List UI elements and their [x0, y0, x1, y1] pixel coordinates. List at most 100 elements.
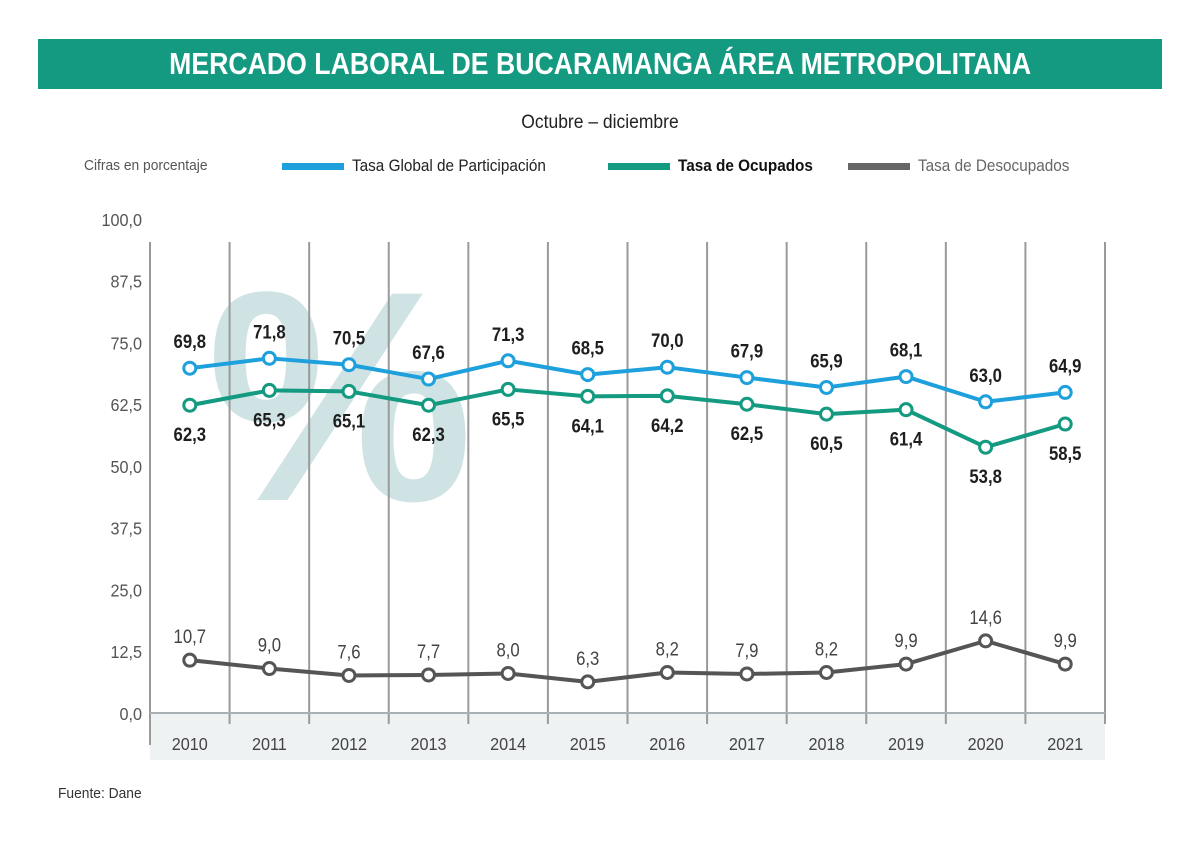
data-label-td: 7,6: [337, 641, 360, 662]
data-label-to: 62,5: [731, 423, 764, 444]
x-tick-label: 2013: [411, 734, 447, 754]
legend-item-td: Tasa de Desocupados: [848, 156, 1086, 176]
data-point-td: [261, 661, 277, 677]
series-line-to: [189, 387, 1066, 450]
data-point-td: [500, 665, 516, 681]
data-label-to: 62,3: [174, 424, 207, 445]
data-label-td: 9,9: [894, 630, 917, 651]
x-tick-label: 2021: [1047, 734, 1083, 754]
data-point-td: [182, 652, 198, 668]
data-point-td: [580, 674, 596, 690]
legend-label-tgp: Tasa Global de Participación: [352, 156, 546, 175]
x-axis-ticks: 2010 2011 2012 2013 2014 2015 2016 2017 2018 2019…: [172, 734, 1083, 754]
data-point-tgp: [978, 394, 994, 410]
data-point-tgp: [739, 370, 755, 386]
legend-item-tgp: Tasa Global de Participación: [282, 156, 567, 176]
data-point-td: [341, 667, 357, 683]
y-tick-label: 37,5: [110, 519, 142, 539]
series-line-tgp: [189, 356, 1066, 404]
data-point-tgp: [1057, 384, 1073, 400]
chart-title: MERCADO LABORAL DE BUCARAMANGA ÁREA METR…: [169, 46, 1031, 81]
y-tick-label: 12,5: [110, 642, 142, 662]
data-point-to: [659, 388, 675, 404]
x-tick-label: 2018: [808, 734, 844, 754]
units-note: Cifras en porcentaje: [84, 157, 208, 174]
y-tick-label: 50,0: [110, 457, 142, 477]
data-point-tgp: [182, 360, 198, 376]
y-tick-label: 87,5: [110, 272, 142, 292]
legend-label-to: Tasa de Ocupados: [678, 156, 813, 175]
x-tick-label: 2012: [331, 734, 367, 754]
data-label-td: 6,3: [576, 648, 599, 669]
legend-swatch-to: [608, 162, 670, 170]
legend-item-to: Tasa de Ocupados: [608, 156, 828, 176]
data-point-tgp: [261, 350, 277, 366]
data-point-to: [500, 381, 516, 397]
data-point-to: [421, 397, 437, 413]
data-point-to: [182, 397, 198, 413]
series-line-td: [189, 638, 1066, 684]
data-label-to: 61,4: [890, 429, 923, 450]
data-point-tgp: [500, 353, 516, 369]
series-to: 62,3 65,3 65,1 62,3 65,5 64,1 64,2 62,5 60,5 61,4…: [174, 381, 1082, 487]
data-label-to: 62,3: [412, 424, 445, 445]
data-point-to: [580, 388, 596, 404]
data-label-td: 8,0: [497, 639, 520, 660]
data-label-tgp: 71,3: [492, 324, 525, 345]
data-point-tgp: [898, 369, 914, 385]
data-label-tgp: 65,9: [810, 350, 843, 371]
data-point-td: [818, 664, 834, 680]
data-point-td: [421, 667, 437, 683]
data-point-tgp: [341, 357, 357, 373]
data-point-to: [341, 383, 357, 399]
data-label-to: 53,8: [969, 466, 1002, 487]
data-point-to: [739, 396, 755, 412]
y-axis-ticks: 0,0 12,5 25,0 37,5 50,0 62,5 75,0 87,5 100,0: [101, 210, 142, 724]
data-label-to: 58,5: [1049, 443, 1082, 464]
data-label-tgp: 64,9: [1049, 355, 1082, 376]
data-label-tgp: 67,6: [412, 342, 445, 363]
data-point-td: [739, 666, 755, 682]
y-tick-label: 62,5: [110, 395, 142, 415]
data-point-td: [1057, 656, 1073, 672]
data-label-tgp: 70,0: [651, 330, 684, 351]
data-label-tgp: 63,0: [969, 365, 1002, 386]
data-label-tgp: 69,8: [174, 331, 207, 352]
data-label-td: 7,9: [735, 640, 758, 661]
data-label-td: 14,6: [969, 607, 1002, 628]
x-tick-label: 2015: [570, 734, 606, 754]
y-tick-label: 25,0: [110, 581, 142, 601]
chart-subtitle: Octubre – diciembre: [521, 112, 679, 133]
data-label-to: 64,2: [651, 415, 684, 436]
gridlines: [149, 242, 1106, 745]
data-label-td: 8,2: [656, 639, 679, 660]
data-point-to: [261, 382, 277, 398]
data-label-to: 64,1: [571, 415, 604, 436]
percent-watermark: %: [207, 228, 474, 564]
data-point-to: [818, 406, 834, 422]
x-tick-label: 2011: [252, 734, 287, 754]
x-tick-label: 2014: [490, 734, 526, 754]
data-point-tgp: [818, 379, 834, 395]
data-label-td: 8,2: [815, 639, 838, 660]
series-tgp: 69,8 71,8 70,5 67,6 71,3 68,5 70,0 67,9 65,9 68,1…: [174, 321, 1082, 410]
data-label-tgp: 68,5: [571, 338, 604, 359]
x-tick-label: 2020: [968, 734, 1004, 754]
data-label-td: 9,0: [258, 635, 281, 656]
data-point-tgp: [421, 371, 437, 387]
y-tick-label: 100,0: [101, 210, 142, 230]
x-tick-label: 2010: [172, 734, 208, 754]
series: 69,8 71,8 70,5 67,6 71,3 68,5 70,0 67,9 65,9 68,1…: [174, 321, 1082, 690]
y-tick-label: 75,0: [110, 334, 142, 354]
data-label-tgp: 67,9: [731, 341, 764, 362]
series-td: 10,7 9,0 7,6 7,7 8,0 6,3 8,2 7,9 8,2 9,9 14,6 9,9: [174, 607, 1077, 690]
legend-label-td: Tasa de Desocupados: [918, 156, 1070, 175]
data-point-td: [978, 633, 994, 649]
data-point-to: [978, 439, 994, 455]
x-tick-label: 2019: [888, 734, 924, 754]
data-point-tgp: [580, 367, 596, 383]
data-label-tgp: 68,1: [890, 340, 923, 361]
y-tick-label: 0,0: [119, 704, 142, 724]
title-banner: MERCADO LABORAL DE BUCARAMANGA ÁREA METR…: [38, 39, 1162, 89]
